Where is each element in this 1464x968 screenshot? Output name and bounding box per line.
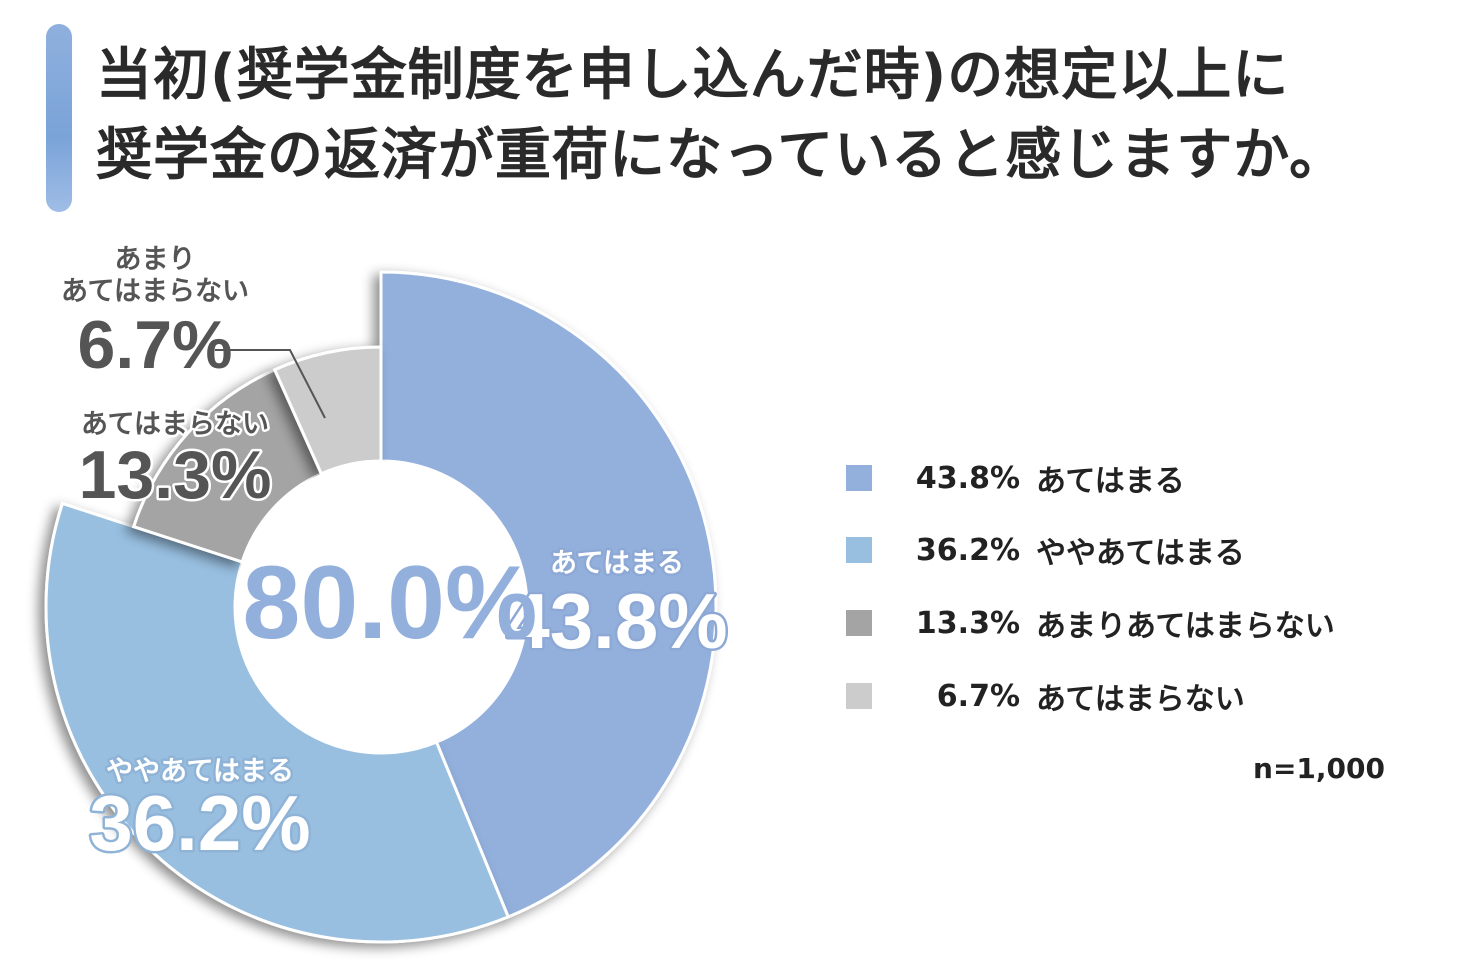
legend-swatch bbox=[846, 683, 872, 709]
sample-size: n=1,000 bbox=[1253, 752, 1385, 785]
legend-item-1: 43.8% あてはまる bbox=[846, 458, 1185, 499]
title-accent-bar bbox=[46, 24, 72, 212]
legend-label: あまりあてはまらない bbox=[1036, 609, 1335, 644]
legend-swatch bbox=[846, 537, 872, 563]
title-line-1: 当初(奨学金制度を申し込んだ時)の想定以上に bbox=[96, 43, 1290, 108]
legend-value: 13.3% bbox=[915, 605, 1020, 641]
slice-label-4: あまり bbox=[115, 244, 196, 275]
legend-label: あてはまらない bbox=[1036, 682, 1245, 717]
slice-value-3: 13.3% bbox=[79, 437, 272, 513]
slice-label-2: ややあてはまる bbox=[106, 756, 294, 787]
legend-value: 6.7% bbox=[936, 678, 1020, 714]
chart-title: 当初(奨学金制度を申し込んだ時)の想定以上に 奨学金の返済が重荷になっていると感… bbox=[96, 36, 1446, 196]
slice-value-4: 6.7% bbox=[78, 307, 233, 383]
center-total-label: 80.0% bbox=[243, 545, 538, 661]
legend-value: 36.2% bbox=[915, 532, 1020, 568]
legend-label: あてはまる bbox=[1036, 464, 1185, 499]
legend-value: 43.8% bbox=[915, 460, 1020, 496]
title-line-2: 奨学金の返済が重荷になっていると感じますか。 bbox=[96, 123, 1347, 188]
legend-label: ややあてはまる bbox=[1036, 536, 1245, 571]
slice-value-2: 36.2% bbox=[89, 779, 310, 867]
legend-item-4: 6.7% あてはまらない bbox=[846, 676, 1245, 717]
legend-swatch bbox=[846, 465, 872, 491]
slice-value-1: 43.8% bbox=[506, 577, 727, 665]
slice-label-4: あてはまらない bbox=[61, 276, 249, 307]
slice-label-3: あてはまらない bbox=[81, 409, 269, 440]
leader-line bbox=[215, 349, 326, 419]
legend-item-3: 13.3% あまりあてはまらない bbox=[846, 603, 1335, 644]
legend-swatch bbox=[846, 610, 872, 636]
donut-hole bbox=[235, 461, 527, 753]
slice-label-1: あてはまる bbox=[550, 548, 684, 579]
legend-item-2: 36.2% ややあてはまる bbox=[846, 530, 1245, 571]
